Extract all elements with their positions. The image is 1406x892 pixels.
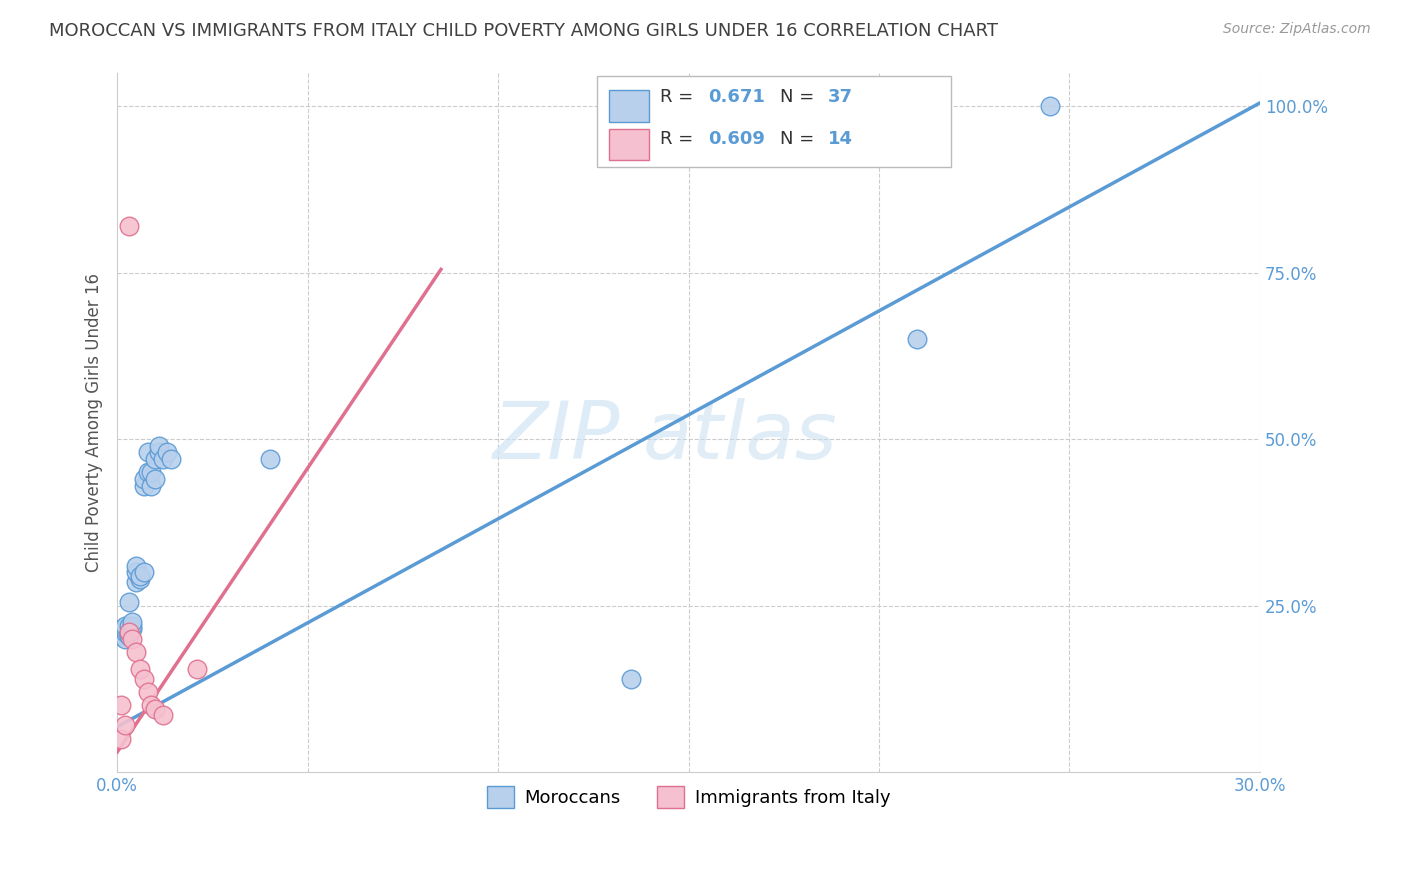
Legend: Moroccans, Immigrants from Italy: Moroccans, Immigrants from Italy (479, 779, 897, 815)
Point (114, 632, 136, 646)
Bar (598, 77, 952, 168)
Point (159, 452, 181, 467)
Point (136, 445, 159, 459)
Text: Source: ZipAtlas.com: Source: ZipAtlas.com (1223, 22, 1371, 37)
Text: 14: 14 (828, 130, 853, 148)
Text: atlas: atlas (643, 398, 838, 475)
Point (117, 625, 139, 640)
Point (186, 662, 208, 676)
Y-axis label: Child Poverty Among Girls Under 16: Child Poverty Among Girls Under 16 (86, 273, 103, 572)
Point (156, 445, 179, 459)
Point (114, 718, 136, 732)
Point (114, 622, 136, 636)
Text: 37: 37 (828, 88, 853, 106)
Point (129, 568, 152, 582)
Point (114, 625, 136, 640)
Point (125, 575, 148, 590)
Point (905, 332, 928, 346)
Point (132, 479, 155, 493)
Point (117, 629, 139, 643)
Text: R =: R = (659, 88, 699, 106)
Point (125, 558, 148, 573)
Point (141, 698, 163, 713)
Point (143, 472, 166, 486)
Text: N =: N = (780, 88, 820, 106)
Point (259, 452, 281, 467)
Point (121, 632, 143, 646)
Point (117, 625, 139, 640)
Bar (609, 90, 648, 122)
Point (110, 629, 132, 643)
Point (110, 625, 132, 640)
Text: ZIP: ZIP (492, 398, 620, 475)
Point (132, 672, 155, 686)
Text: 0.671: 0.671 (709, 88, 765, 106)
Point (125, 645, 148, 659)
Point (152, 452, 174, 467)
Point (136, 466, 159, 480)
Text: N =: N = (780, 130, 820, 148)
Point (125, 566, 148, 580)
Point (121, 618, 143, 632)
Point (129, 572, 152, 586)
Point (620, 672, 643, 686)
Point (110, 698, 132, 713)
Bar (609, 129, 648, 161)
Point (121, 622, 143, 636)
Point (114, 618, 136, 632)
Point (132, 472, 155, 486)
Point (148, 445, 170, 459)
Point (152, 708, 174, 723)
Point (141, 466, 163, 480)
Point (129, 662, 152, 676)
Point (136, 685, 159, 699)
Text: MOROCCAN VS IMMIGRANTS FROM ITALY CHILD POVERTY AMONG GIRLS UNDER 16 CORRELATION: MOROCCAN VS IMMIGRANTS FROM ITALY CHILD … (49, 22, 998, 40)
Point (121, 615, 143, 630)
Point (143, 702, 166, 716)
Point (132, 566, 155, 580)
Point (143, 452, 166, 467)
Text: R =: R = (659, 130, 699, 148)
Point (1039, 99, 1062, 113)
Point (148, 439, 170, 453)
Text: 0.609: 0.609 (709, 130, 765, 148)
Point (141, 479, 163, 493)
Point (110, 622, 132, 636)
Point (117, 219, 139, 233)
Point (110, 731, 132, 746)
Point (117, 618, 139, 632)
Point (117, 595, 139, 609)
